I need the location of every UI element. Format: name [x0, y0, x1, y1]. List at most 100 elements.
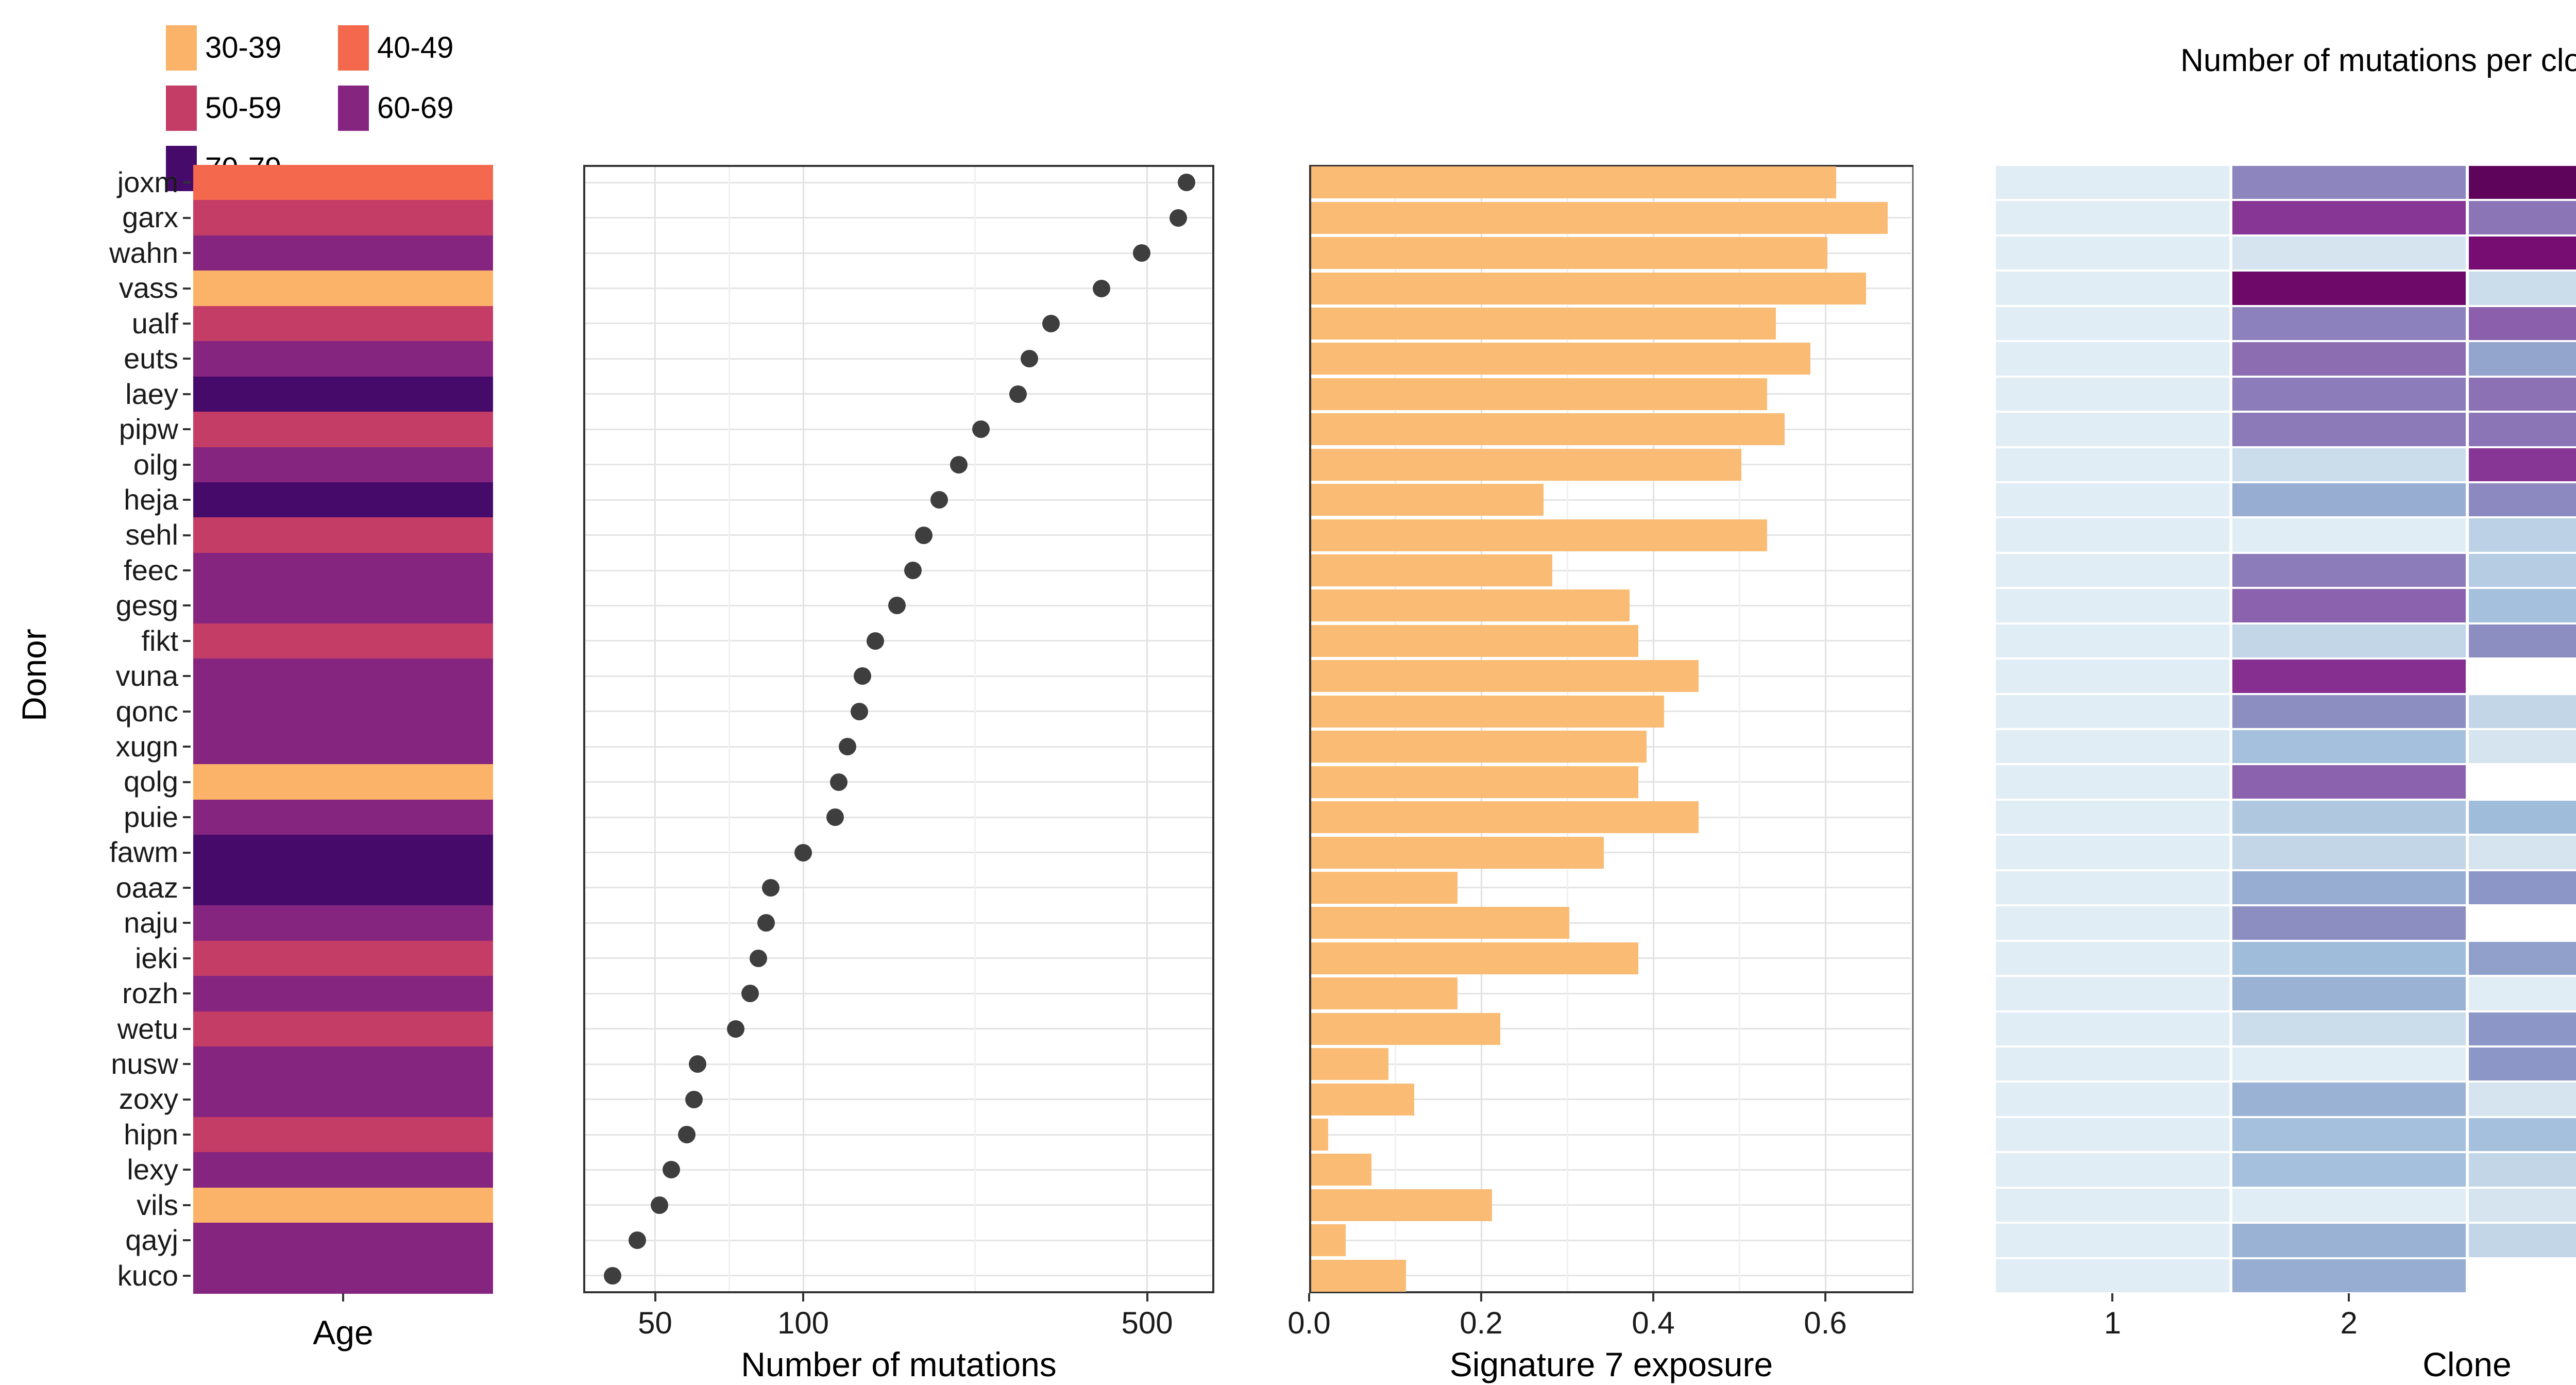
gridline-horizontal	[585, 181, 1212, 183]
donor-label: oaaz	[115, 871, 178, 904]
mutation-count-dot	[685, 1090, 703, 1108]
donor-axis-title: Donor	[15, 629, 53, 721]
age-cell	[193, 835, 493, 871]
gridline-horizontal	[585, 711, 1212, 713]
gridline-vertical-major	[654, 167, 656, 1291]
gridline-vertical-minor	[1394, 167, 1396, 1291]
donor-label: garx	[122, 201, 178, 234]
mutation-count-dot	[628, 1231, 646, 1249]
clone-heatmap-cell	[1996, 1012, 2229, 1045]
gridline-vertical-minor	[1738, 167, 1740, 1291]
clone-heatmap-cell	[2468, 1118, 2576, 1152]
signature7-bar	[1311, 1012, 1501, 1045]
age-cell	[193, 376, 493, 412]
clone-heatmap-cell	[1996, 553, 2229, 587]
donor-axis-tick	[183, 569, 191, 572]
clone-heatmap-cell	[2232, 765, 2466, 799]
age-cell	[193, 976, 493, 1012]
clone-heatmap-cell	[2232, 272, 2466, 305]
age-cell	[193, 517, 493, 553]
mutation-count-dot	[663, 1161, 681, 1179]
gridline-horizontal	[585, 887, 1212, 889]
clone-heatmap-cell	[2232, 871, 2466, 905]
age-legend-key-swatch	[166, 25, 197, 71]
signature7-x-tick-label: 0.6	[1804, 1306, 1847, 1340]
gridline-horizontal	[585, 922, 1212, 924]
age-cell	[193, 799, 493, 835]
mutation-count-dot	[915, 526, 933, 544]
gridline-horizontal	[585, 428, 1212, 430]
clone-heatmap-cell	[2468, 836, 2576, 869]
clone-heatmap-cell	[1996, 413, 2229, 446]
mutation-count-dot	[866, 632, 884, 650]
age-legend-key-swatch	[166, 86, 197, 131]
clone-heatmap-cell	[2232, 836, 2466, 869]
mutation-count-dot	[1093, 279, 1111, 297]
mutation-count-dot	[1009, 385, 1027, 403]
gridline-horizontal	[1311, 1134, 1911, 1136]
donor-axis-tick	[183, 710, 191, 713]
clone-heatmap-cell	[2232, 1153, 2466, 1187]
donor-label: sehl	[125, 518, 178, 551]
clone-x-tick-label: 2	[2340, 1306, 2358, 1340]
donor-axis-tick	[183, 1274, 191, 1277]
age-cell	[193, 341, 493, 377]
donor-axis-tick	[183, 393, 191, 395]
clone-heatmap-cell	[2232, 730, 2466, 764]
clone-heatmap-cell	[2468, 1047, 2576, 1081]
gridline-horizontal	[585, 746, 1212, 748]
clone-heatmap-cell	[1996, 166, 2229, 199]
clone-heatmap-cell	[1996, 977, 2229, 1010]
gridline-horizontal	[1311, 852, 1911, 854]
age-cell	[193, 200, 493, 236]
signature7-x-tick	[1652, 1293, 1654, 1302]
mutations-x-tick	[802, 1293, 804, 1302]
mutation-count-dot	[829, 773, 848, 791]
donor-axis-tick	[183, 922, 191, 924]
gridline-horizontal	[585, 1099, 1212, 1101]
clone-heatmap-cell	[2468, 272, 2576, 305]
clone-heatmap-cell	[2468, 236, 2576, 270]
clone-x-tick-label: 3	[2508, 1305, 2576, 1342]
mutation-count-dot	[904, 562, 922, 580]
clone-heatmap-cell	[2468, 1083, 2576, 1116]
age-legend-key-swatch	[338, 86, 369, 131]
clone-heatmap-cell	[1996, 1224, 2229, 1257]
donor-axis-tick	[183, 604, 191, 607]
signature7-bar	[1311, 801, 1699, 834]
signature7-bar	[1311, 1259, 1406, 1292]
donor-label: lexy	[127, 1153, 178, 1186]
gridline-horizontal	[585, 675, 1212, 677]
clone-heatmap-cell	[2232, 166, 2466, 199]
clone-heatmap-cell	[2232, 448, 2466, 481]
clone-heatmap-cell	[2468, 730, 2576, 764]
clone-x-tick	[2111, 1293, 2114, 1302]
age-cell	[193, 1258, 493, 1294]
donor-label: laey	[125, 377, 178, 410]
gridline-horizontal	[1311, 1169, 1911, 1171]
clone-heatmap-cell	[1996, 871, 2229, 905]
clone-heatmap-cell	[2468, 1188, 2576, 1222]
signature7-bar-panel	[1309, 165, 1913, 1293]
gridline-horizontal	[585, 1169, 1212, 1171]
donor-axis-tick	[183, 287, 191, 290]
clone-axis-title: Clone	[2422, 1345, 2512, 1383]
gridline-horizontal	[1311, 1063, 1911, 1065]
clone-heatmap-cell	[2468, 448, 2576, 481]
mutation-count-dot	[604, 1266, 622, 1285]
gridline-horizontal	[585, 358, 1212, 360]
mutations-dotplot-panel	[583, 165, 1214, 1293]
mutation-count-dot	[826, 808, 844, 826]
gridline-vertical-minor	[1910, 167, 1912, 1291]
age-cell	[193, 1152, 493, 1188]
gridline-horizontal	[585, 1028, 1212, 1030]
signature7-bar	[1311, 343, 1810, 375]
gridline-horizontal	[1311, 569, 1911, 571]
donor-axis-tick	[183, 816, 191, 819]
age-cell	[193, 940, 493, 976]
clone-heatmap-cell	[2468, 483, 2576, 517]
gridline-horizontal	[585, 852, 1212, 854]
age-cell	[193, 694, 493, 730]
age-cell	[193, 764, 493, 800]
age-cell	[193, 1187, 493, 1223]
